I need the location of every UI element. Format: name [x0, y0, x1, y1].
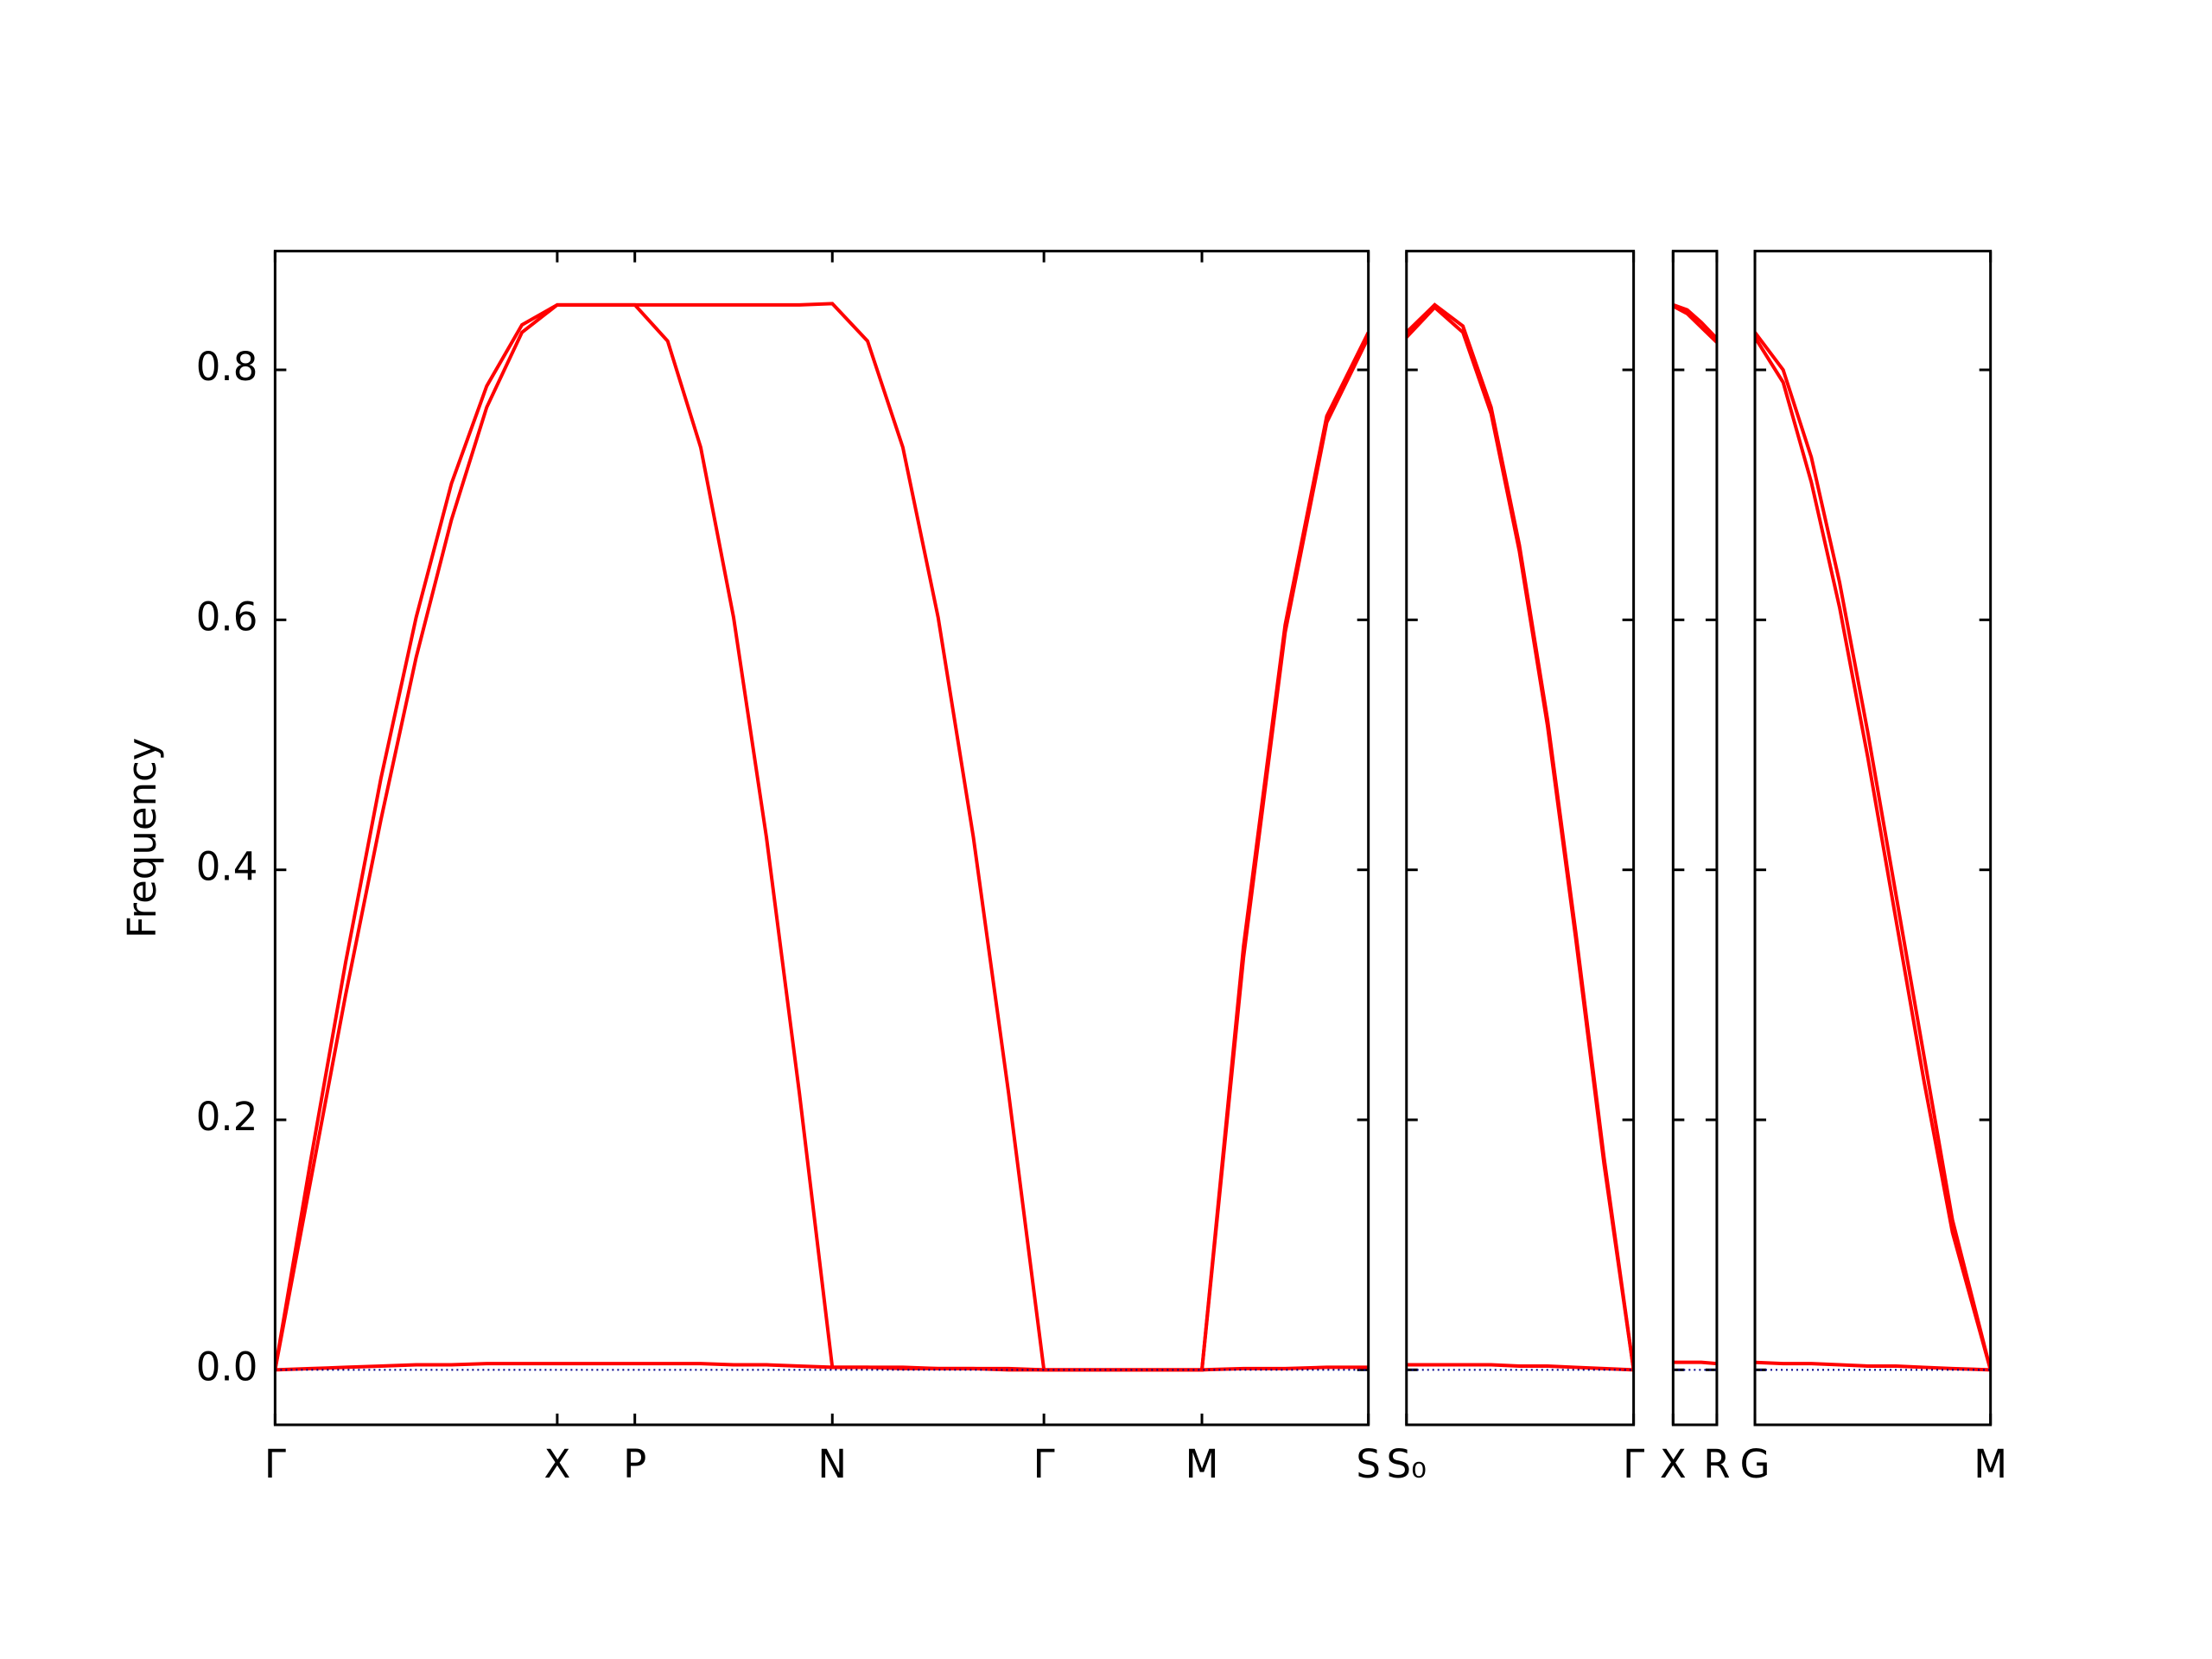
y-axis-label: Frequency	[119, 738, 165, 938]
band-line	[1406, 1363, 1634, 1372]
panel-frame	[1671, 250, 1719, 1427]
y-tick-label: 0.6	[196, 594, 258, 639]
panel-frame	[273, 250, 1370, 1427]
band-line	[275, 302, 1369, 1372]
x-tick-label: S	[1356, 1441, 1381, 1487]
x-tick-label: P	[623, 1441, 646, 1487]
band-line	[1673, 304, 1717, 344]
x-tick-label: X	[543, 1441, 570, 1487]
band-line	[1673, 302, 1717, 340]
band-line	[1755, 336, 1991, 1370]
y-tick-label: 0.8	[196, 344, 258, 390]
panel-frame	[1405, 250, 1636, 1427]
x-tick-label: Γ	[1033, 1441, 1055, 1487]
band-line	[1406, 302, 1634, 1370]
panel-frame	[1753, 250, 1993, 1427]
band-line	[275, 302, 1369, 1372]
x-tick-label: G	[1740, 1441, 1770, 1487]
y-tick-label: 0.2	[196, 1094, 258, 1140]
y-tick-label: 0.0	[196, 1344, 258, 1389]
x-tick-label: R	[1703, 1441, 1730, 1487]
x-tick-label: S₀	[1386, 1441, 1427, 1487]
x-tick-label: M	[1185, 1441, 1219, 1487]
x-tick-label: N	[817, 1441, 847, 1487]
x-tick-label: X	[1660, 1441, 1687, 1487]
band-line	[1755, 1360, 1991, 1372]
x-tick-label: Γ	[264, 1441, 286, 1487]
band-line	[1406, 304, 1634, 1370]
x-tick-label: Γ	[1623, 1441, 1644, 1487]
band-line	[275, 1362, 1369, 1372]
y-tick-label: 0.4	[196, 844, 258, 890]
band-line	[1755, 331, 1991, 1370]
x-tick-label: M	[1974, 1441, 2007, 1487]
